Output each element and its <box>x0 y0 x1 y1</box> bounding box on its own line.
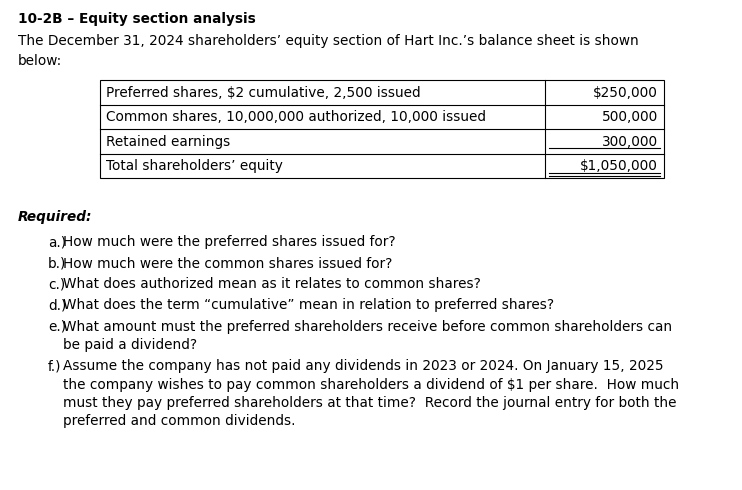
Text: $1,050,000: $1,050,000 <box>580 159 658 173</box>
Text: Assume the company has not paid any dividends in 2023 or 2024. On January 15, 20: Assume the company has not paid any divi… <box>63 359 663 373</box>
Text: c.): c.) <box>48 277 65 292</box>
Text: What amount must the preferred shareholders receive before common shareholders c: What amount must the preferred sharehold… <box>63 319 672 334</box>
Text: 300,000: 300,000 <box>602 135 658 149</box>
Text: must they pay preferred shareholders at that time?  Record the journal entry for: must they pay preferred shareholders at … <box>63 396 677 410</box>
Text: below:: below: <box>18 53 62 68</box>
Text: e.): e.) <box>48 319 66 334</box>
Text: the company wishes to pay common shareholders a dividend of $1 per share.  How m: the company wishes to pay common shareho… <box>63 377 679 392</box>
Text: Common shares, 10,000,000 authorized, 10,000 issued: Common shares, 10,000,000 authorized, 10… <box>106 110 486 124</box>
Text: The December 31, 2024 shareholders’ equity section of Hart Inc.’s balance sheet : The December 31, 2024 shareholders’ equi… <box>18 34 639 48</box>
Text: What does the term “cumulative” mean in relation to preferred shares?: What does the term “cumulative” mean in … <box>63 298 554 313</box>
Text: Required:: Required: <box>18 211 93 224</box>
Text: b.): b.) <box>48 256 66 270</box>
Bar <box>100 80 664 178</box>
Text: 10-2B – Equity section analysis: 10-2B – Equity section analysis <box>18 12 256 26</box>
Text: What does authorized mean as it relates to common shares?: What does authorized mean as it relates … <box>63 277 481 292</box>
Text: a.): a.) <box>48 236 66 249</box>
Text: be paid a dividend?: be paid a dividend? <box>63 338 197 352</box>
Text: 500,000: 500,000 <box>602 110 658 124</box>
Text: How much were the common shares issued for?: How much were the common shares issued f… <box>63 256 393 270</box>
Text: Preferred shares, $2 cumulative, 2,500 issued: Preferred shares, $2 cumulative, 2,500 i… <box>106 86 421 100</box>
Text: Total shareholders’ equity: Total shareholders’ equity <box>106 159 283 173</box>
Text: preferred and common dividends.: preferred and common dividends. <box>63 415 295 428</box>
Text: Retained earnings: Retained earnings <box>106 135 231 149</box>
Text: f.): f.) <box>48 359 62 373</box>
Text: d.): d.) <box>48 298 66 313</box>
Text: How much were the preferred shares issued for?: How much were the preferred shares issue… <box>63 236 395 249</box>
Text: $250,000: $250,000 <box>593 86 658 100</box>
